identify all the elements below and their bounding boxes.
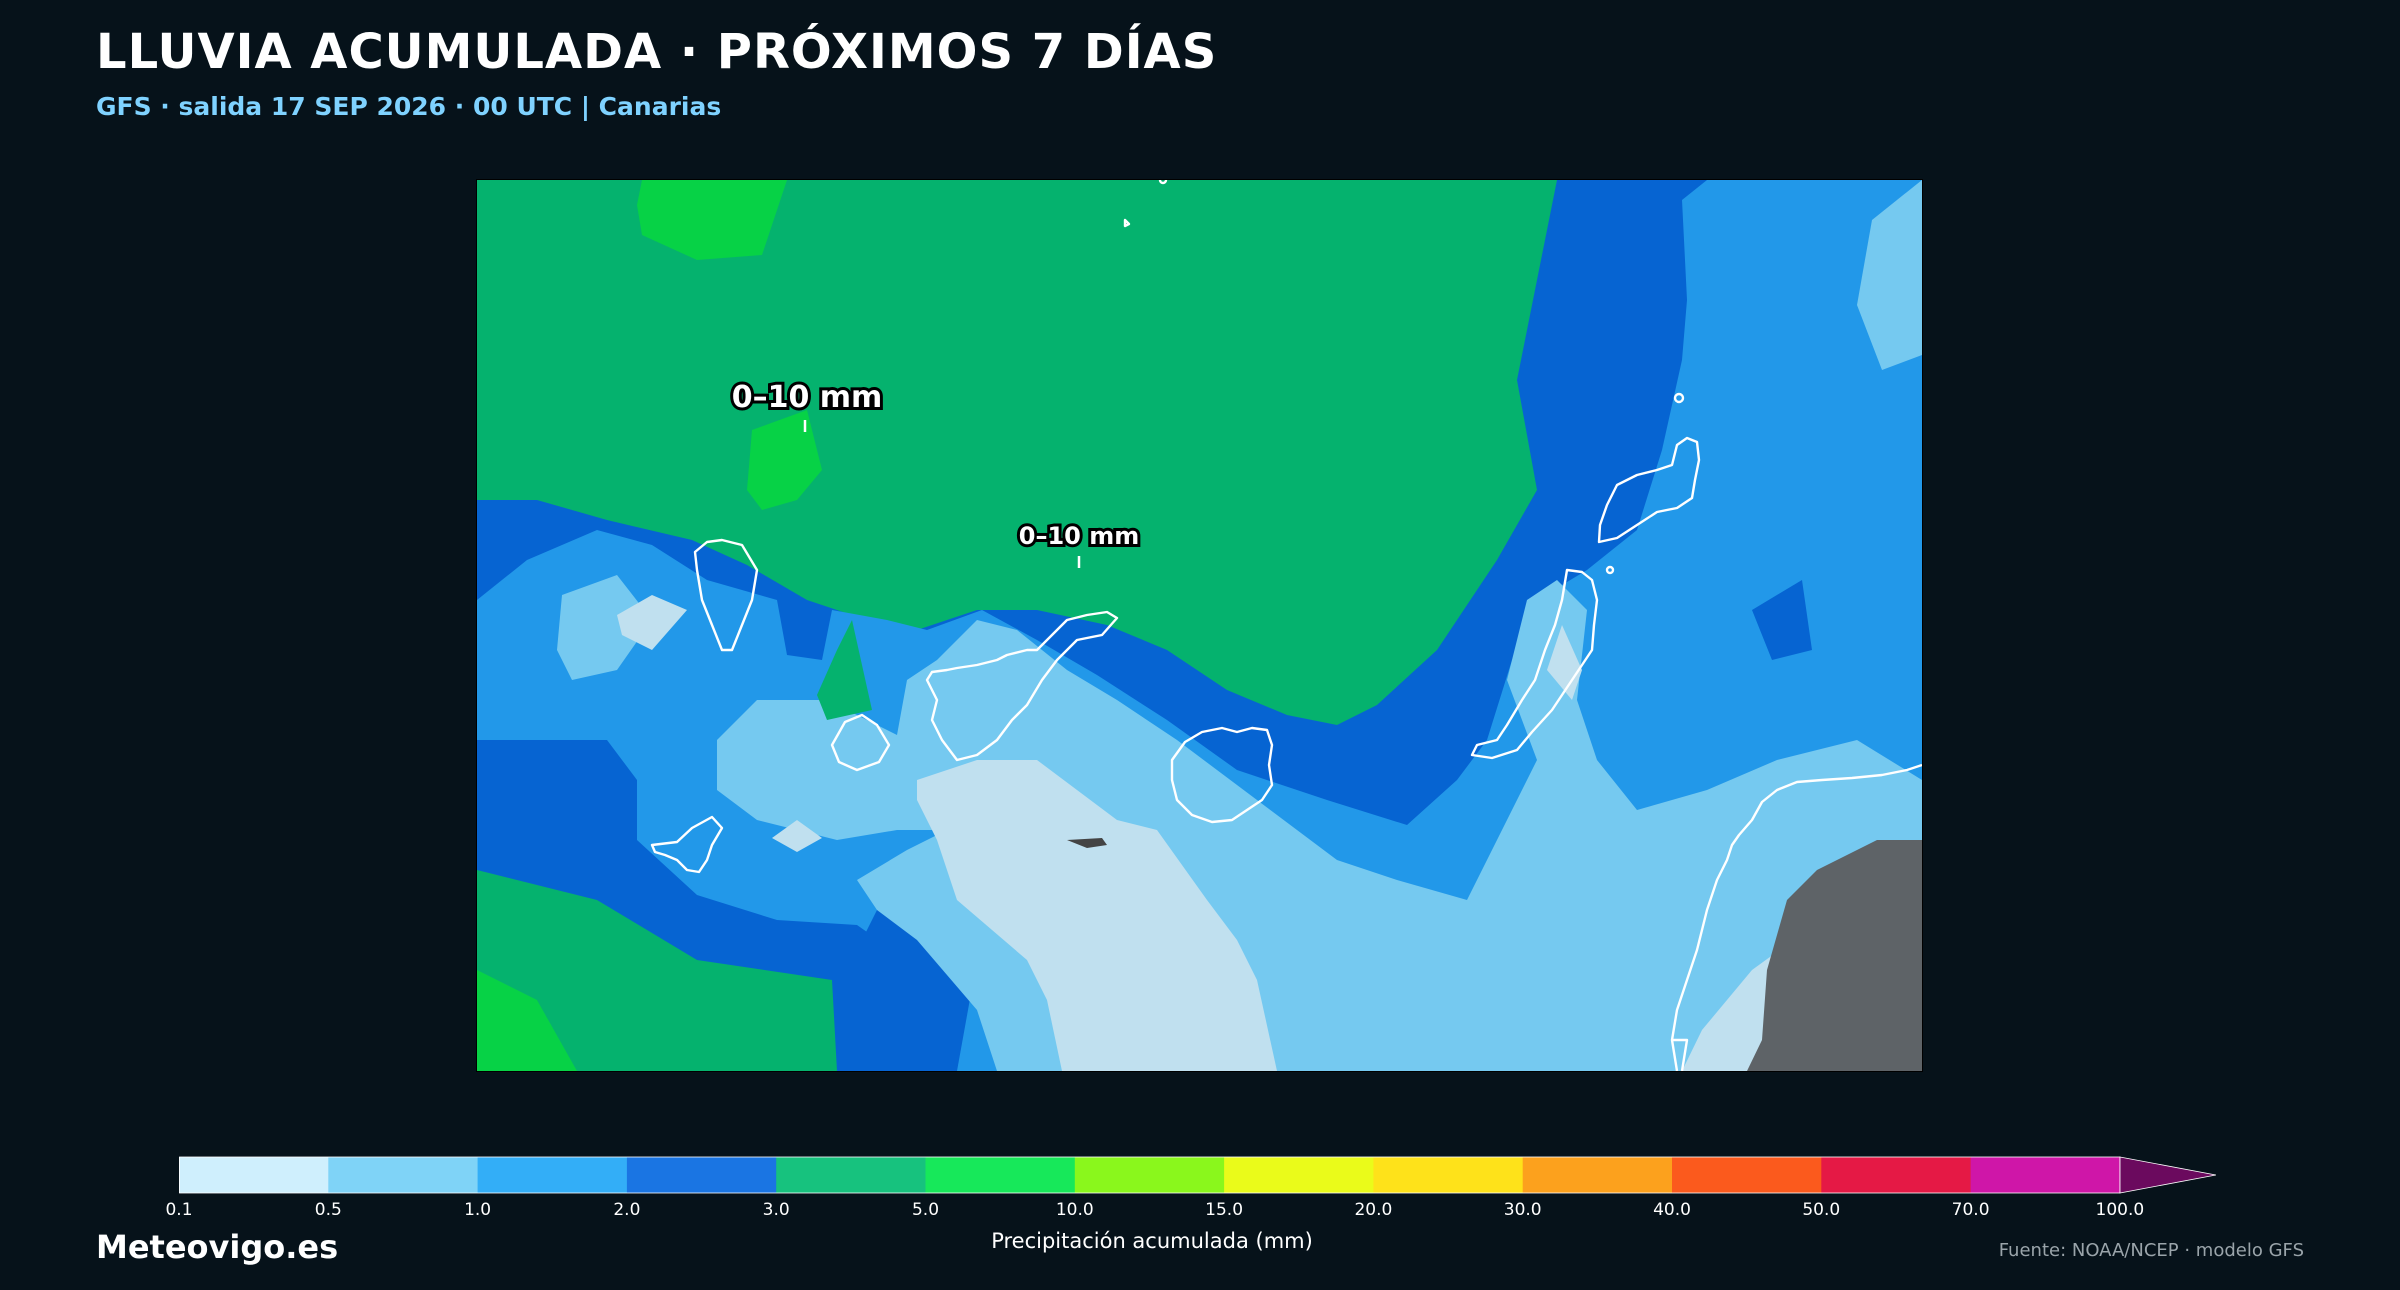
colorbar-tick-label: 0.1 <box>165 1200 193 1220</box>
rain-zone-0.1-0.5mm <box>917 760 1277 1071</box>
colorbar-tick-label: 20.0 <box>1354 1200 1393 1220</box>
rain-zone-0.1-0.5mm <box>617 595 687 650</box>
colorbar-segment <box>1224 1157 1374 1193</box>
colorbar-label: Precipitación acumulada (mm) <box>991 1229 1313 1253</box>
island-la-gomera <box>830 713 891 772</box>
colorbar-tick-label: 15.0 <box>1205 1200 1244 1220</box>
colorbar-segment <box>626 1157 777 1193</box>
islet <box>1158 180 1168 185</box>
colorbar-tick-label: 70.0 <box>1951 1200 1990 1220</box>
rain-zone-0.5-1mm <box>557 575 652 680</box>
colorbar-tick-label: 3.0 <box>762 1200 790 1220</box>
colorbar-segment <box>1672 1157 1822 1193</box>
precipitation-map[interactable]: 0–10 mm 0–10 mm 0–10 mm 0–10 mm <box>476 179 1923 1072</box>
colorbar-segment <box>477 1157 628 1193</box>
colorbar-segment <box>1522 1157 1673 1193</box>
rain-zone-5-10mm <box>637 180 787 260</box>
map-subtitle: GFS · salida 17 SEP 2026 · 00 UTC | Cana… <box>96 92 722 121</box>
island-lanzarote <box>1597 436 1701 544</box>
island-el-hierro <box>650 815 724 874</box>
rain-zone-2-3mm <box>1752 580 1812 660</box>
island-gran-canaria <box>1170 726 1274 824</box>
islet <box>1673 392 1685 404</box>
rain-zone-0.1-0.5mm <box>1547 625 1582 700</box>
contour-label-0-10mm: 0–10 mm <box>732 380 883 415</box>
colorbar-segment <box>1821 1157 1972 1193</box>
contour-label-0-10mm: 0–10 mm <box>732 380 883 415</box>
colorbar-tick-label: 40.0 <box>1653 1200 1691 1220</box>
map-title: LLUVIA ACUMULADA · PRÓXIMOS 7 DÍAS <box>96 24 1218 80</box>
rain-zone-5-10mm <box>477 970 577 1071</box>
africa-coastline <box>1670 763 1922 1071</box>
rain-zone-3-5mm <box>817 620 872 720</box>
colorbar-segment <box>1970 1157 2121 1193</box>
rain-zone-0.5-1mm <box>1857 180 1922 370</box>
colorbar-segment <box>1373 1157 1524 1193</box>
colorbar-tick-label: 5.0 <box>911 1200 940 1220</box>
islet <box>1605 565 1615 575</box>
colorbar-segment <box>776 1157 927 1193</box>
colorbar-tick-label: 50.0 <box>1802 1200 1841 1220</box>
colorbar-tick-label: 100.0 <box>2095 1200 2145 1220</box>
colorbar-frame <box>179 1156 2121 1194</box>
colorbar-tick-label: 2.0 <box>613 1200 641 1220</box>
island-la-palma <box>693 538 759 652</box>
rain-zone-0.1-0.5mm <box>772 820 822 852</box>
colorbar-segment <box>179 1157 329 1193</box>
rain-zone-5-10mm <box>747 410 822 510</box>
colorbar-extend-arrow <box>2119 1156 2216 1194</box>
colorbar <box>179 1156 2216 1194</box>
island-fuerteventura <box>1470 568 1599 760</box>
brand-logo[interactable]: Meteovigo.es <box>96 1228 339 1266</box>
colorbar-segment <box>1074 1157 1225 1193</box>
island-tenerife <box>925 610 1119 762</box>
colorbar-tick-label: 10.0 <box>1055 1200 1094 1220</box>
islet <box>1123 218 1131 228</box>
colorbar-segment <box>925 1157 1076 1193</box>
colorbar-tick-label: 30.0 <box>1503 1200 1542 1220</box>
colorbar-tick-label: 1.0 <box>464 1200 492 1220</box>
colorbar-segment <box>328 1157 479 1193</box>
data-source: Fuente: NOAA/NCEP · modelo GFS <box>1998 1240 2304 1261</box>
contour-label-0-10mm: 0–10 mm <box>1019 522 1139 550</box>
land-area-africa <box>1747 840 1922 1071</box>
colorbar-tick-label: 0.5 <box>314 1200 342 1220</box>
contour-label-0-10mm: 0–10 mm <box>1019 522 1139 550</box>
land-fragment <box>1067 838 1107 848</box>
